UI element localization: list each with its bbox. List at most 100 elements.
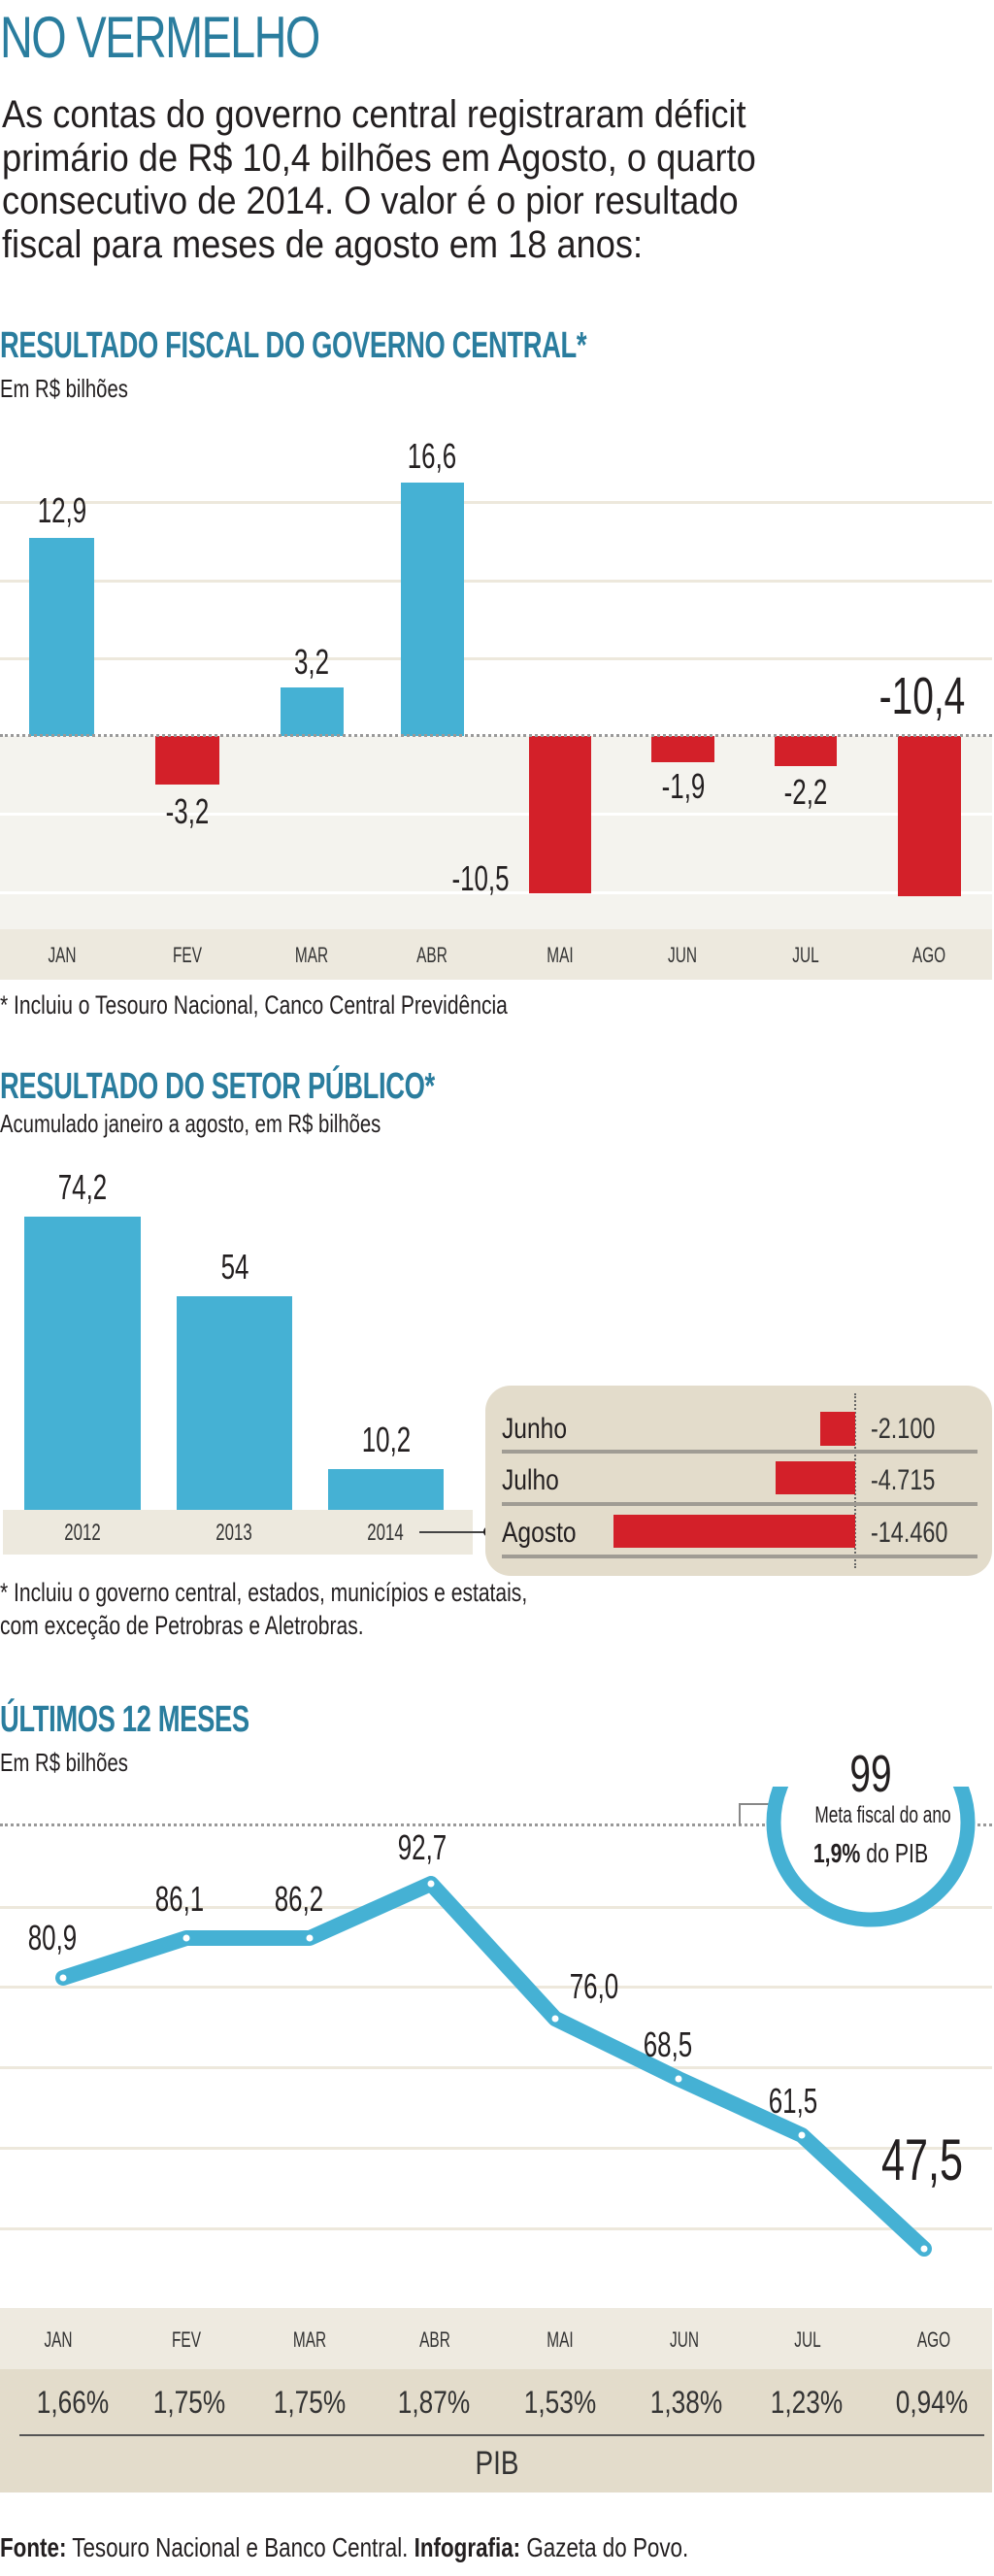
inset-row-value: -4.715 — [871, 1464, 936, 1496]
month-label: FEV — [172, 2327, 201, 2352]
point-label-mar: 86,2 — [274, 1879, 324, 1919]
month-label: JUN — [670, 2327, 699, 2352]
section3-subtitle: Em R$ bilhões — [0, 1748, 128, 1777]
gridline — [0, 2147, 992, 2150]
value-label-jul: -2,2 — [783, 772, 828, 812]
year-band — [3, 1510, 473, 1555]
inset-row-label: Julho — [502, 1464, 559, 1496]
month-label: JUL — [792, 943, 819, 967]
year-label: 2013 — [215, 1520, 252, 1546]
bar-jan — [29, 538, 94, 736]
year-label: 2014 — [367, 1520, 404, 1546]
bar-fev — [155, 736, 219, 785]
lead-line: consecutivo de 2014. O valor é o pior re… — [2, 180, 739, 222]
pib-row — [0, 2369, 992, 2492]
target-pct: 1,9% do PIB — [805, 1838, 938, 1869]
inset-separator — [502, 1502, 977, 1506]
month-label: JAN — [44, 2327, 73, 2352]
section2-footnote: * Incluiu o governo central, estados, mu… — [0, 1576, 527, 1642]
point-label-jul: 61,5 — [768, 2081, 818, 2121]
target-caption: Meta fiscal do ano — [814, 1802, 951, 1828]
inset-row-value: -2.100 — [871, 1413, 936, 1445]
pib-value: 1,53% — [523, 2385, 597, 2420]
lead-line: primário de R$ 10,4 bilhões em Agosto, o… — [2, 136, 756, 180]
inset-bar-julho — [776, 1461, 855, 1494]
inset-bar-agosto — [613, 1515, 855, 1548]
footnote-line: com exceção de Petrobras e Aletrobras. — [0, 1611, 364, 1640]
point-label-fev: 86,1 — [154, 1879, 205, 1919]
target-pct-suffix: do PIB — [860, 1838, 929, 1868]
point-label-jun: 68,5 — [643, 2024, 693, 2064]
month-label: MAR — [294, 943, 329, 967]
inset-row-label: Junho — [502, 1413, 568, 1445]
category-band — [0, 929, 992, 980]
gridline — [0, 2227, 992, 2230]
gridline — [0, 1906, 992, 1909]
value-label-2012: 74,2 — [57, 1167, 108, 1207]
pib-divider — [19, 2434, 984, 2436]
month-label: JUN — [668, 943, 697, 967]
section1-subtitle: Em R$ bilhões — [0, 374, 128, 403]
gridline — [0, 501, 992, 504]
gridline — [0, 657, 992, 660]
pib-value: 0,94% — [895, 2385, 969, 2420]
source-label: Fonte: — [0, 2532, 67, 2562]
source-text: Tesouro Nacional e Banco Central. — [66, 2532, 414, 2562]
value-label-mar: 3,2 — [293, 642, 330, 682]
value-label-fev: -3,2 — [165, 791, 210, 831]
bar-2014 — [328, 1469, 444, 1510]
bar-abr — [401, 483, 464, 736]
lead-line: As contas do governo central registraram… — [2, 93, 746, 136]
month-label: JAN — [48, 943, 77, 967]
month-label: JUL — [794, 2327, 821, 2352]
section1-title: RESULTADO FISCAL DO GOVERNO CENTRAL* — [0, 325, 587, 366]
month-label: MAI — [547, 943, 574, 967]
page-title: NO VERMELHO — [0, 5, 320, 70]
point-label-abr: 92,7 — [397, 1827, 447, 1867]
section2-title: RESULTADO DO SETOR PÚBLICO* — [0, 1066, 435, 1107]
zero-line — [0, 734, 992, 737]
value-label-mai: -10,5 — [451, 858, 510, 898]
inset-separator — [502, 1555, 977, 1558]
gridline — [0, 580, 992, 583]
target-pct-value: 1,9% — [812, 1838, 861, 1868]
point-label-jan: 80,9 — [27, 1918, 78, 1957]
connector-line — [419, 1531, 487, 1533]
section2-subtitle: Acumulado janeiro a agosto, em R$ bilhõe… — [0, 1109, 381, 1138]
line-series — [55, 1787, 976, 2257]
point-label-mai: 76,0 — [569, 1966, 619, 2006]
target-value: 99 — [849, 1745, 892, 1803]
value-label-jan: 12,9 — [37, 490, 87, 530]
month-row — [0, 2308, 992, 2369]
inset-separator — [502, 1450, 977, 1454]
section3-title: ÚLTIMOS 12 MESES — [0, 1699, 249, 1740]
month-label: AGO — [911, 943, 946, 967]
month-label: MAR — [292, 2327, 327, 2352]
pib-value: 1,38% — [649, 2385, 723, 2420]
gridline — [0, 2066, 992, 2069]
target-line — [0, 1823, 992, 1826]
monthly-deficit-inset: Junho -2.100 Julho -4.715 Agosto -14.460 — [485, 1386, 992, 1576]
pib-label: PIB — [475, 2445, 519, 2482]
section1-footnote: * Incluiu o Tesouro Nacional, Canco Cent… — [0, 990, 508, 1020]
month-label: FEV — [173, 943, 202, 967]
gridline — [0, 891, 992, 894]
month-label: MAI — [547, 2327, 574, 2352]
gridline — [0, 813, 992, 816]
bar-2012 — [24, 1217, 141, 1510]
value-label-jun: -1,9 — [661, 766, 706, 806]
zero-axis — [854, 1393, 856, 1568]
month-label: AGO — [916, 2327, 951, 2352]
credit-label: Infografia: — [414, 2532, 521, 2562]
pib-value: 1,87% — [397, 2385, 471, 2420]
footer-credits: Fonte: Tesouro Nacional e Banco Central.… — [0, 2532, 688, 2563]
value-label-2014: 10,2 — [361, 1420, 412, 1459]
pib-value: 1,23% — [770, 2385, 844, 2420]
month-label: ABR — [419, 2327, 450, 2352]
credit-text: Gazeta do Povo. — [520, 2532, 689, 2562]
bar-ago — [898, 736, 961, 896]
bar-mai — [529, 736, 591, 893]
lead-paragraph: As contas do governo central registraram… — [2, 93, 986, 266]
value-label-2013: 54 — [220, 1247, 249, 1287]
bar-mar — [281, 687, 344, 736]
